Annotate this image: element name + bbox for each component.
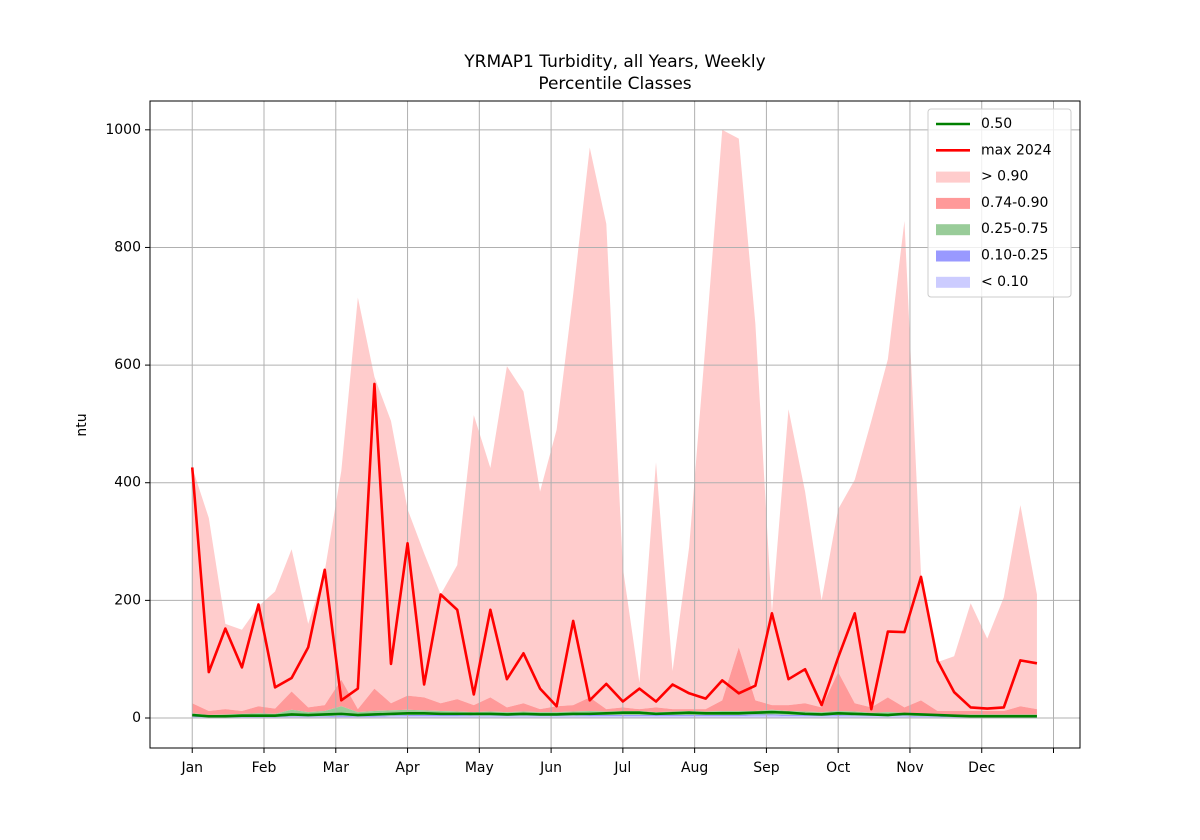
y-axis-label: ntu (74, 413, 90, 436)
legend: 0.50 max 2024 > 0.90 0.74-0.90 0.25-0.75 0.10… (927, 108, 1072, 298)
x-tick-label: Jul (613, 760, 631, 776)
x-tick-label: May (465, 760, 494, 776)
legend-label: > 0.90 (981, 169, 1028, 185)
x-tick-label: Jun (539, 760, 562, 776)
x-tick-label: Mar (323, 760, 350, 776)
x-tick-label: Nov (896, 760, 923, 776)
x-tick-label: Sep (753, 760, 780, 776)
x-tick-label: Jan (180, 760, 203, 776)
legend-swatch (936, 250, 970, 262)
percentile-band (192, 714, 1037, 718)
percentile-band (192, 647, 1037, 716)
y-tick-label: 400 (114, 475, 141, 491)
chart-subtitle: Percentile Classes (538, 74, 691, 94)
legend-label: max 2024 (981, 142, 1052, 158)
legend-swatch (936, 224, 970, 236)
x-tick-label: Oct (826, 760, 851, 776)
x-tick-label: Feb (252, 760, 277, 776)
y-tick-label: 1000 (105, 122, 141, 138)
y-tick-label: 0 (132, 710, 141, 726)
x-tick-label: Dec (968, 760, 995, 776)
legend-label: 0.74-0.90 (981, 195, 1048, 211)
legend-swatch (936, 197, 970, 209)
percentile-band (192, 715, 1037, 719)
x-tick-label: Aug (681, 760, 708, 776)
legend-label: < 0.10 (981, 274, 1028, 290)
legend-label: 0.50 (981, 116, 1012, 132)
chart-title: YRMAP1 Turbidity, all Years, Weekly (463, 52, 765, 72)
legend-label: 0.10-0.25 (981, 248, 1048, 264)
legend-label: 0.25-0.75 (981, 221, 1048, 237)
legend-swatch (936, 276, 970, 288)
x-tick-label: Apr (395, 760, 419, 776)
line-series (192, 710, 1037, 718)
legend-box (927, 108, 1072, 298)
y-tick-label: 600 (114, 357, 141, 373)
line-series (190, 382, 1038, 711)
y-tick-label: 800 (114, 239, 141, 255)
plot-frame (149, 100, 1081, 749)
legend-swatch (936, 171, 970, 183)
y-tick-label: 200 (114, 592, 141, 608)
